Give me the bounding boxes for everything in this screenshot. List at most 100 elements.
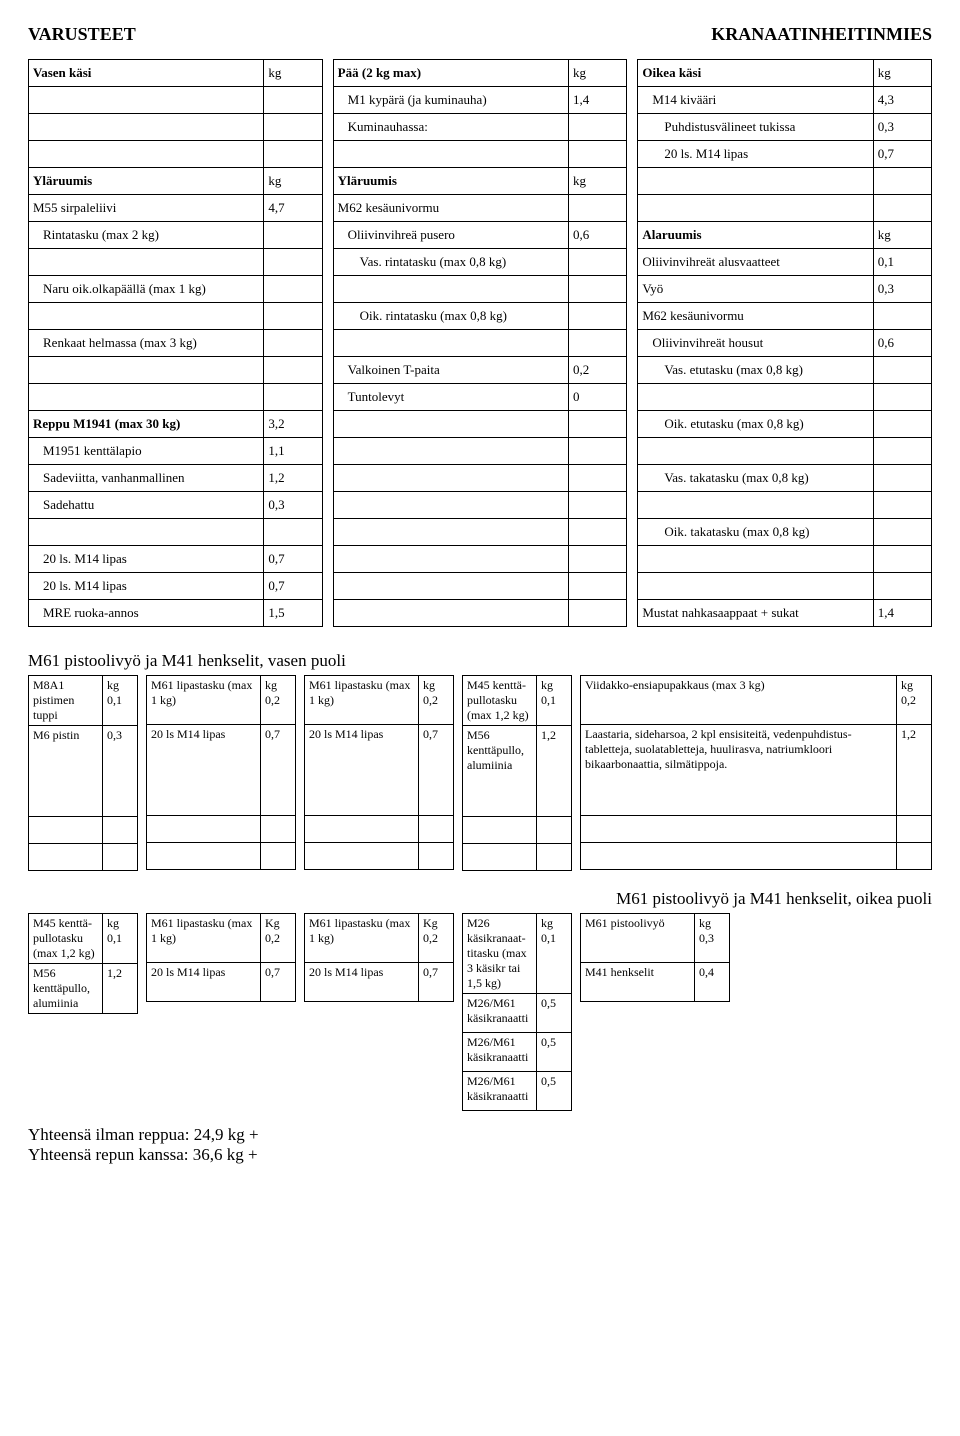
right-row-value xyxy=(873,438,931,465)
belt-pocket-label: Viidakko-ensiapupakkaus (max 3 kg) xyxy=(581,676,897,725)
left-row-label: Sadehattu xyxy=(29,492,264,519)
mid-row-label: Vas. rintatasku (max 0,8 kg) xyxy=(333,249,568,276)
left-row-label xyxy=(29,114,264,141)
left-row-label xyxy=(29,303,264,330)
right-row-label: Vas. takatasku (max 0,8 kg) xyxy=(638,465,873,492)
belt-pocket-label: M61 lipastasku (max 1 kg) xyxy=(147,914,261,963)
right-row-value xyxy=(873,546,931,573)
mid-row-label: M62 kesäunivormu xyxy=(333,195,568,222)
right-row-value xyxy=(873,411,931,438)
right-title: Oikea käsi xyxy=(638,60,873,87)
belt-item-weight: 0,5 xyxy=(537,994,572,1033)
right-row-value xyxy=(873,195,931,222)
left-row-value: 1,5 xyxy=(264,600,322,627)
belt-item-label: M56 kenttäpullo, alumiinia xyxy=(463,726,537,817)
left-row-value xyxy=(264,141,322,168)
left-row-label xyxy=(29,519,264,546)
left-row-value xyxy=(264,114,322,141)
belt-item-label: M26/M61 käsikranaatti xyxy=(463,1033,537,1072)
mid-row-value xyxy=(569,438,627,465)
left-row-value: 0,7 xyxy=(264,573,322,600)
belt-empty xyxy=(463,817,537,844)
belt-pocket-label: M61 lipastasku (max 1 kg) xyxy=(305,676,419,725)
right-row-value: kg xyxy=(873,222,931,249)
belt-empty xyxy=(897,816,932,843)
belt-item-weight: 1,2 xyxy=(897,725,932,816)
left-row-value: 1,2 xyxy=(264,465,322,492)
mid-row-label: Oik. rintatasku (max 0,8 kg) xyxy=(333,303,568,330)
mid-row-value xyxy=(569,546,627,573)
belt-item-label: 20 ls M14 lipas xyxy=(305,963,419,1002)
left-row-value xyxy=(264,357,322,384)
right-row-value: 0,6 xyxy=(873,330,931,357)
belt-pocket-label: M61 lipastasku (max 1 kg) xyxy=(147,676,261,725)
mid-row-label xyxy=(333,492,568,519)
mid-row-label xyxy=(333,330,568,357)
left-row-value xyxy=(264,222,322,249)
mid-row-label: Valkoinen T-paita xyxy=(333,357,568,384)
page-header: VARUSTEET KRANAATINHEITINMIES xyxy=(28,24,932,45)
left-row-value: 0,7 xyxy=(264,546,322,573)
belt-item-weight: 1,2 xyxy=(103,964,138,1014)
right-row-label: M14 kivääri xyxy=(638,87,873,114)
right-row-label: Oik. takatasku (max 0,8 kg) xyxy=(638,519,873,546)
mid-row-value xyxy=(569,600,627,627)
belt-empty xyxy=(581,816,897,843)
right-row-value: 4,3 xyxy=(873,87,931,114)
belt-empty xyxy=(537,844,572,871)
belt-item-weight: 0,4 xyxy=(695,963,730,1002)
right-row-value xyxy=(873,303,931,330)
belt-item-weight: 0,7 xyxy=(261,725,296,816)
left-row-label: M55 sirpaleliivi xyxy=(29,195,264,222)
mid-row-value: 0,2 xyxy=(569,357,627,384)
left-row-value xyxy=(264,87,322,114)
mid-row-value xyxy=(569,303,627,330)
belt-right-row: M45 kenttä-pullotasku (max 1,2 kg)kg 0,1… xyxy=(28,913,932,1111)
right-row-label xyxy=(638,168,873,195)
left-row-label: M1951 kenttälapio xyxy=(29,438,264,465)
right-row-value xyxy=(873,573,931,600)
mid-title-unit: kg xyxy=(569,60,627,87)
right-row-label xyxy=(638,384,873,411)
belt-item-label: M56 kenttäpullo, alumiinia xyxy=(29,964,103,1014)
belt-left-title: M61 pistoolivyö ja M41 henkselit, vasen … xyxy=(28,651,932,671)
left-row-label: MRE ruoka-annos xyxy=(29,600,264,627)
belt-item-label: Laastaria, sideharsoa, 2 kpl ensisiteitä… xyxy=(581,725,897,816)
belt-empty xyxy=(103,844,138,871)
left-row-value xyxy=(264,303,322,330)
left-row-value xyxy=(264,384,322,411)
left-title: Vasen käsi xyxy=(29,60,264,87)
belt-pocket-weight: kg 0,3 xyxy=(695,914,730,963)
belt-pocket-label: M45 kenttä-pullotasku (max 1,2 kg) xyxy=(29,914,103,964)
belt-empty xyxy=(261,816,296,843)
belt-pocket-weight: kg 0,2 xyxy=(261,676,296,725)
mid-title: Pää (2 kg max) xyxy=(333,60,568,87)
belt-empty xyxy=(29,844,103,871)
belt-empty xyxy=(463,844,537,871)
left-row-label: Reppu M1941 (max 30 kg) xyxy=(29,411,264,438)
mid-row-label: Yläruumis xyxy=(333,168,568,195)
left-row-label xyxy=(29,249,264,276)
mid-row-value xyxy=(569,141,627,168)
belt-right-title: M61 pistoolivyö ja M41 henkselit, oikea … xyxy=(28,889,932,909)
left-row-label: Rintatasku (max 2 kg) xyxy=(29,222,264,249)
left-row-value: 4,7 xyxy=(264,195,322,222)
belt-item-weight: 0,3 xyxy=(103,726,138,817)
right-row-label: Mustat nahkasaappaat + sukat xyxy=(638,600,873,627)
right-row-label xyxy=(638,546,873,573)
right-row-label: Oliivinvihreät housut xyxy=(638,330,873,357)
right-row-label xyxy=(638,438,873,465)
belt-pocket-weight: Kg 0,2 xyxy=(261,914,296,963)
mid-row-value xyxy=(569,276,627,303)
left-row-label xyxy=(29,384,264,411)
belt-empty xyxy=(261,843,296,870)
belt-empty xyxy=(419,843,454,870)
left-row-value: 3,2 xyxy=(264,411,322,438)
belt-item-label: M6 pistin xyxy=(29,726,103,817)
total-with-pack: Yhteensä repun kanssa: 36,6 kg + xyxy=(28,1145,932,1165)
belt-empty xyxy=(147,843,261,870)
belt-pocket-weight: Kg 0,2 xyxy=(419,914,454,963)
belt-empty xyxy=(537,817,572,844)
left-row-value: kg xyxy=(264,168,322,195)
mid-row-value xyxy=(569,492,627,519)
